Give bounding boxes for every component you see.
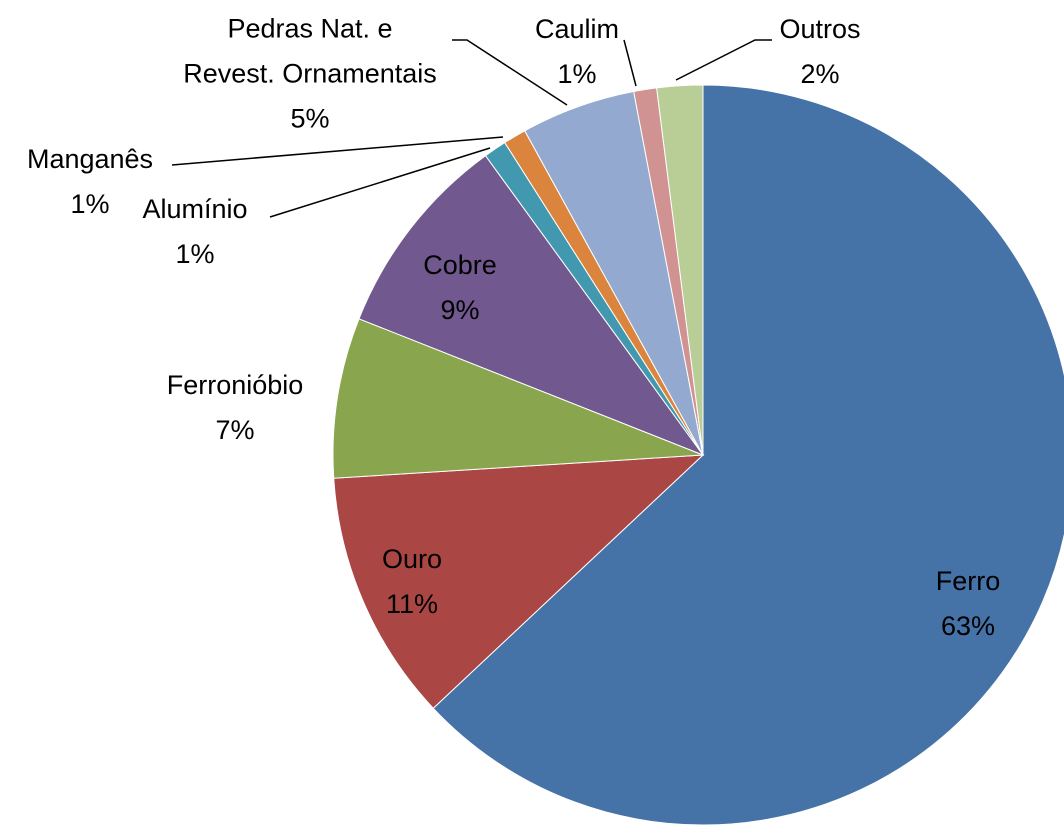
- pie-slice: [358, 154, 705, 457]
- value-label: 1%: [70, 189, 110, 219]
- category-name: Cobre: [423, 250, 497, 280]
- value-label: 1%: [175, 239, 215, 269]
- slice-label: Ouro 11%: [382, 537, 442, 627]
- category-name: Outros: [779, 14, 861, 44]
- value-label: 5%: [290, 103, 330, 134]
- leader-line: [623, 39, 637, 87]
- category-name: Ferro: [935, 566, 1001, 596]
- slice-label: Ferronióbio 7%: [167, 363, 304, 453]
- leader-line: [452, 39, 568, 106]
- pie-slice: [432, 84, 1064, 825]
- slice-label: Outros 2%: [779, 7, 860, 97]
- slice-label: Manganês 1%: [27, 137, 153, 227]
- leader-line: [675, 39, 772, 81]
- category-name: Ouro: [381, 544, 443, 574]
- slice-label: Caulim 1%: [535, 7, 619, 97]
- value-label: 2%: [800, 59, 840, 89]
- category-name: Ferronióbio: [166, 370, 304, 400]
- value-label: 63%: [940, 611, 996, 641]
- category-name: Manganês: [26, 144, 154, 174]
- slice-label: Ferro 63%: [936, 559, 1001, 649]
- slices: [332, 84, 1064, 825]
- slice-label: Alumínio 1%: [142, 187, 247, 277]
- category-name: Pedras Nat. e Revest. Ornamentais: [183, 13, 437, 89]
- value-label: 7%: [215, 415, 255, 445]
- slice-label: Cobre 9%: [423, 243, 497, 333]
- category-name: Alumínio: [142, 194, 248, 224]
- pie-slice: [333, 454, 705, 709]
- pie-slice: [332, 318, 704, 479]
- leader-line: [269, 147, 491, 218]
- value-label: 11%: [385, 589, 439, 619]
- pie-slice: [656, 84, 704, 456]
- leader-line: [171, 136, 504, 166]
- slice-label: Pedras Nat. e Revest. Ornamentais 5%: [183, 7, 437, 142]
- value-label: 9%: [440, 295, 480, 325]
- value-label: 1%: [557, 59, 597, 89]
- category-name: Caulim: [534, 14, 620, 44]
